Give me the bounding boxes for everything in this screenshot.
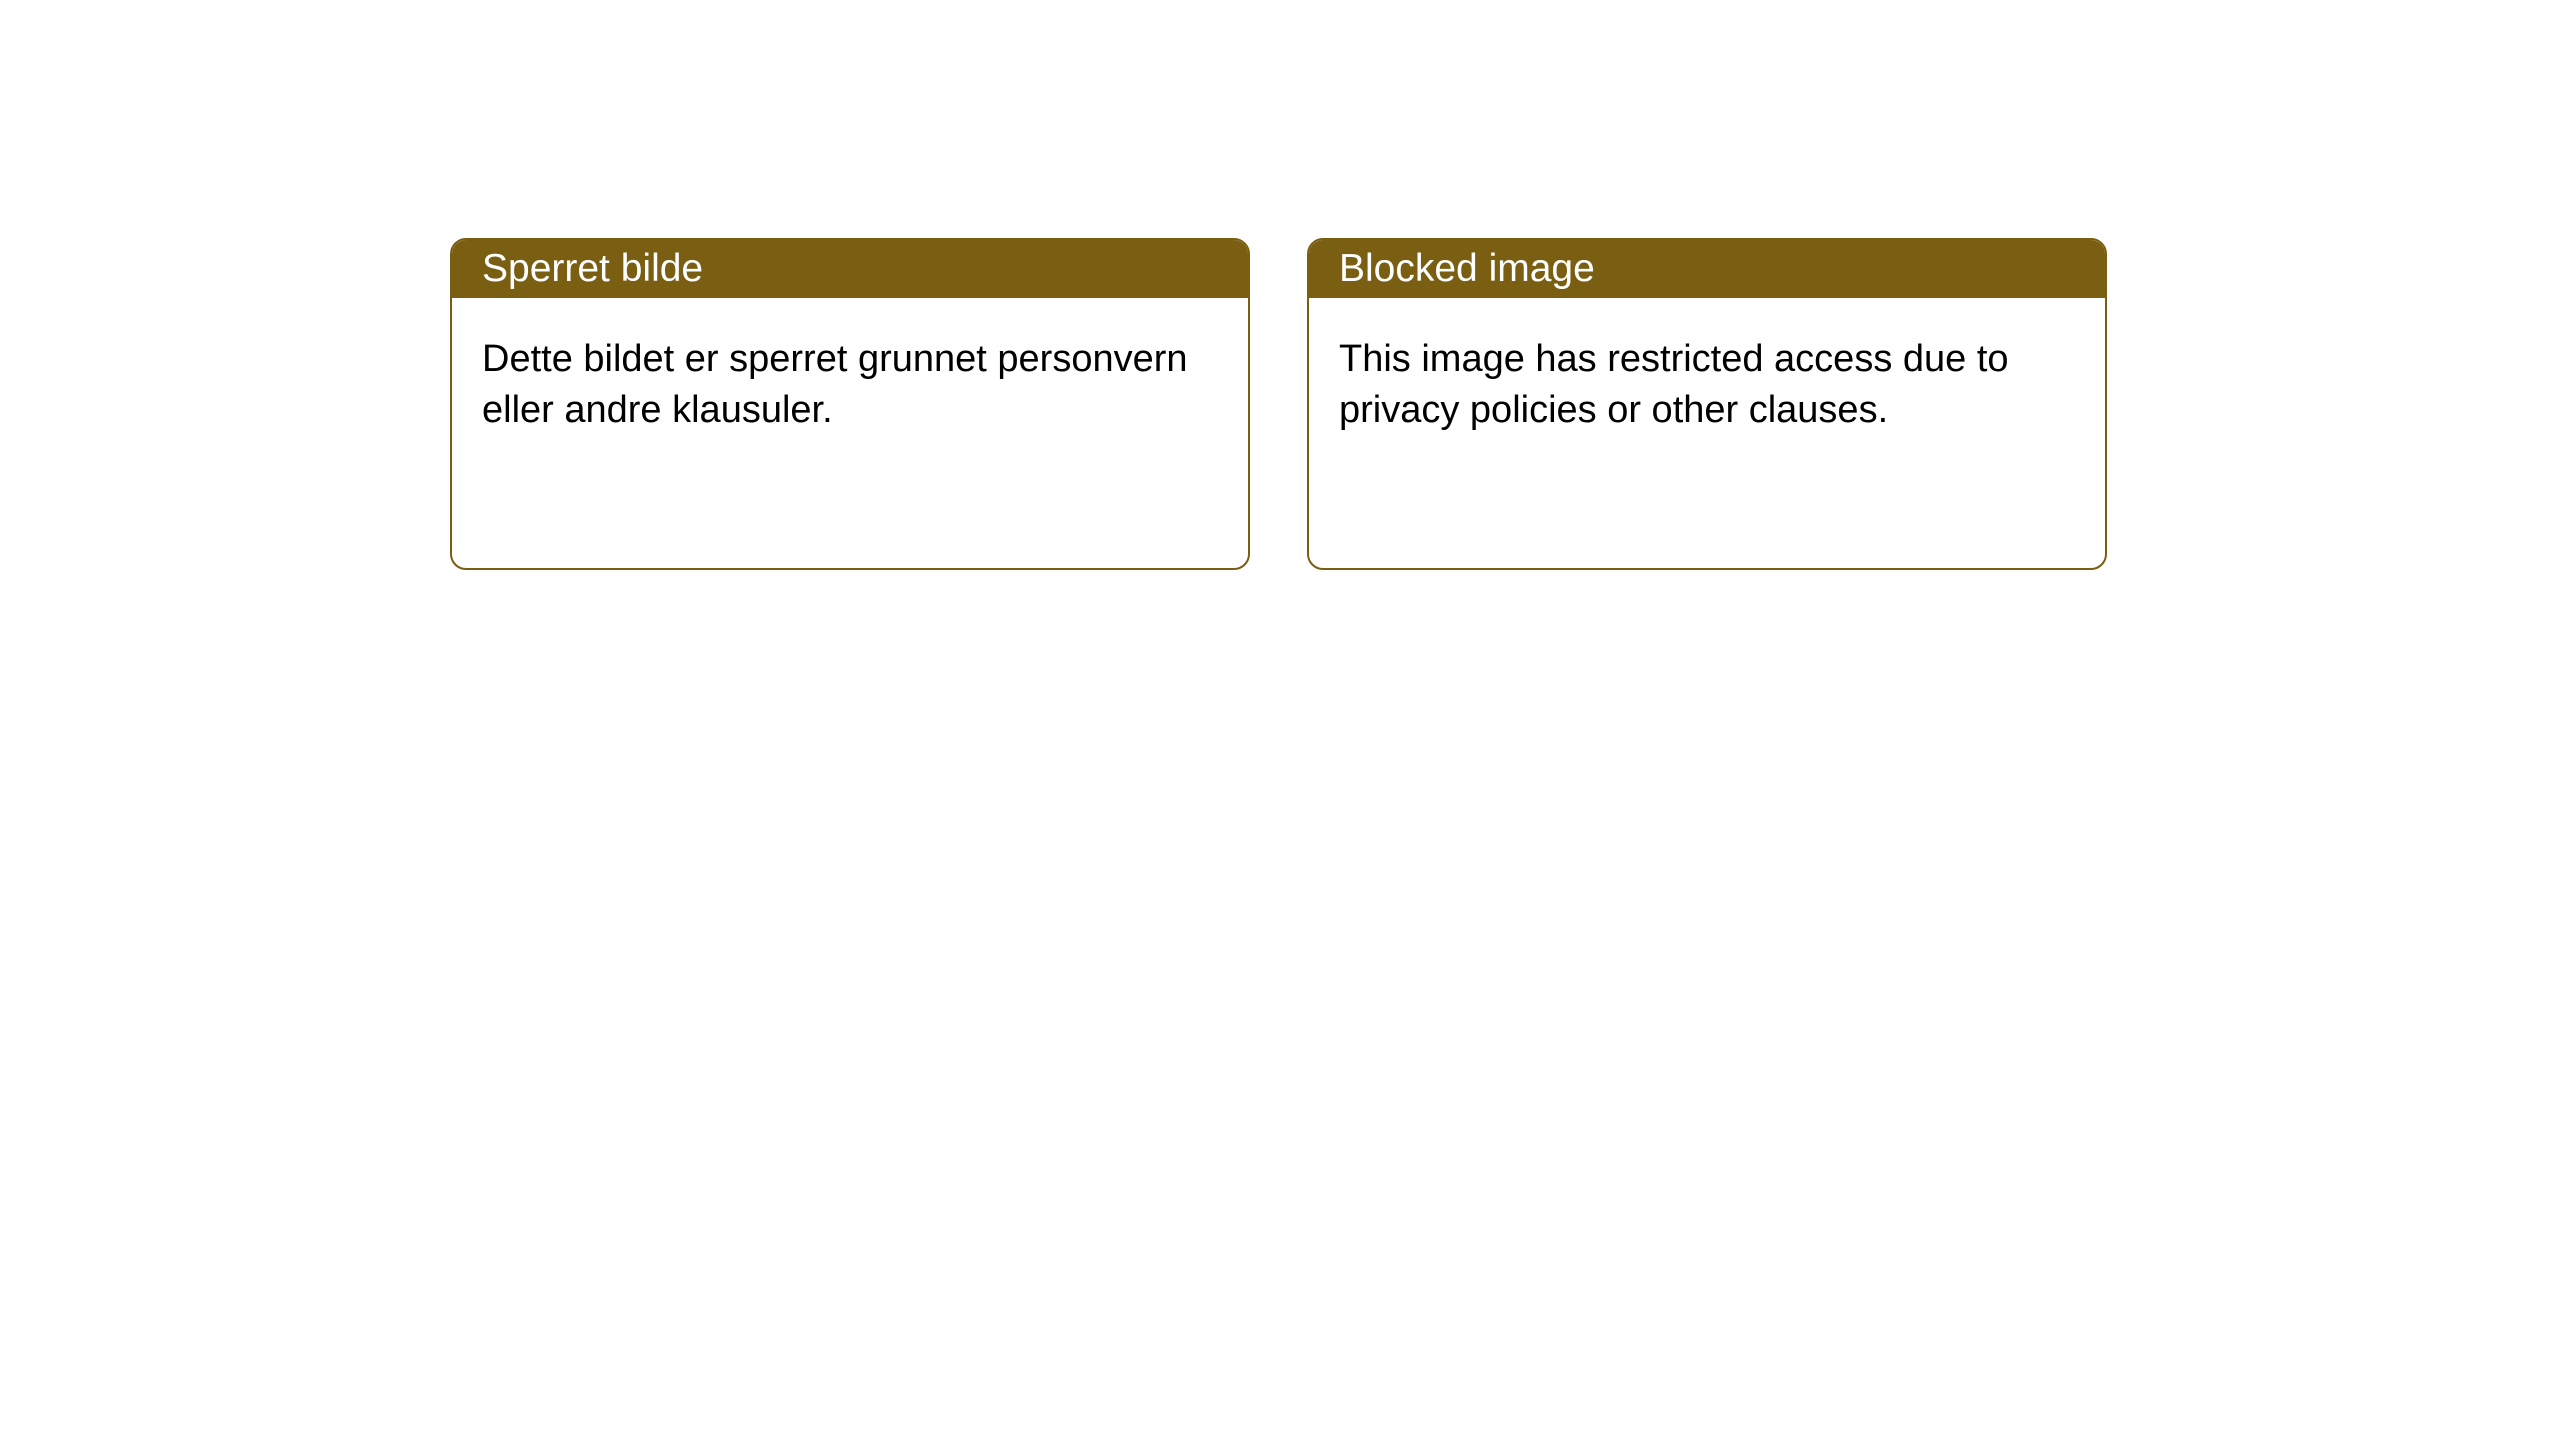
blocked-image-cards-container: Sperret bilde Dette bildet er sperret gr… <box>450 238 2107 570</box>
card-body-text: This image has restricted access due to … <box>1339 338 2009 431</box>
card-title: Blocked image <box>1339 247 1595 291</box>
card-title: Sperret bilde <box>482 247 703 291</box>
blocked-image-card-english: Blocked image This image has restricted … <box>1307 238 2107 570</box>
blocked-image-card-norwegian: Sperret bilde Dette bildet er sperret gr… <box>450 238 1250 570</box>
card-body-text: Dette bildet er sperret grunnet personve… <box>482 338 1188 431</box>
card-header: Sperret bilde <box>452 240 1248 298</box>
card-body: Dette bildet er sperret grunnet personve… <box>452 298 1248 473</box>
card-header: Blocked image <box>1309 240 2105 298</box>
card-body: This image has restricted access due to … <box>1309 298 2105 473</box>
